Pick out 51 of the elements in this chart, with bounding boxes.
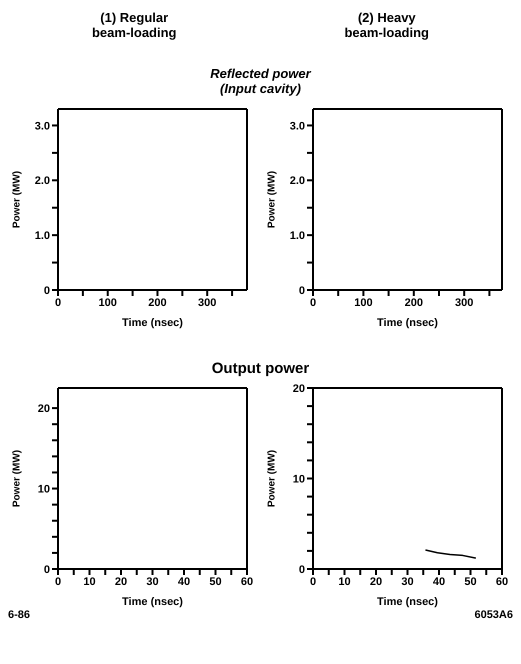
x-tick-label: 100 [354, 296, 373, 309]
x-tick-label: 200 [404, 296, 423, 309]
y-tick-label: 20 [292, 382, 305, 395]
x-tick-label: 200 [148, 296, 167, 309]
y-tick-label: 3.0 [34, 120, 50, 132]
y-tick-label: 1.0 [290, 230, 305, 242]
x-axis-title: Time (nsec) [122, 596, 184, 608]
text: 6-86 [8, 609, 30, 621]
x-tick-label: 300 [455, 296, 474, 309]
x-tick-label: 0 [54, 296, 62, 309]
x-tick-label: 60 [240, 576, 254, 588]
x-tick-label: 20 [114, 576, 128, 588]
x-tick-label: 20 [370, 576, 382, 588]
y-tick-label: 0 [44, 284, 50, 297]
x-tick-label: 0 [310, 576, 316, 588]
x-tick-label: 300 [198, 296, 216, 309]
y-axis-title: Power (MW) [12, 450, 23, 508]
chart-subtitle: Reflected power (Input cavity) [209, 66, 312, 96]
text: 6053A6 [474, 609, 513, 621]
y-tick-label: 10 [38, 483, 50, 496]
chart-title: Output power [210, 360, 310, 377]
y-axis-title: Power (MW) [266, 170, 278, 228]
y-tick-label: 2.0 [34, 175, 50, 188]
x-tick-label: 10 [83, 576, 96, 588]
y-tick-label: 0 [44, 564, 50, 576]
x-tick-label: 100 [98, 296, 117, 309]
x-tick-label: 50 [209, 576, 222, 588]
y-tick-label: 2.0 [290, 175, 305, 188]
chart-title: (1) Regular beam-loading [92, 10, 176, 40]
x-tick-label: 50 [464, 576, 477, 588]
x-tick-label: 40 [178, 576, 190, 588]
y-tick-label: 20 [38, 403, 50, 416]
x-tick-label: 0 [54, 576, 62, 588]
y-tick-label: 1.0 [34, 230, 50, 242]
x-axis-title: Time (nsec) [122, 317, 184, 329]
x-axis-title: Time (nsec) [377, 317, 438, 329]
x-tick-label: 30 [146, 576, 159, 588]
x-tick-label: 30 [401, 576, 414, 588]
x-tick-label: 60 [496, 576, 508, 588]
x-axis-title: Time (nsec) [377, 596, 438, 608]
x-tick-label: 10 [338, 576, 351, 588]
chart-title: (2) Heavy beam-loading [344, 10, 429, 40]
x-tick-label: 40 [432, 576, 446, 588]
line-series [424, 549, 477, 559]
y-tick-label: 10 [292, 473, 305, 486]
y-tick-label: 0 [298, 284, 305, 297]
y-tick-label: 3.0 [290, 120, 305, 132]
y-axis-title: Power (MW) [12, 170, 23, 228]
y-tick-label: 0 [298, 564, 305, 576]
y-axis-title: Power (MW) [266, 450, 278, 508]
x-tick-label: 0 [310, 296, 316, 309]
